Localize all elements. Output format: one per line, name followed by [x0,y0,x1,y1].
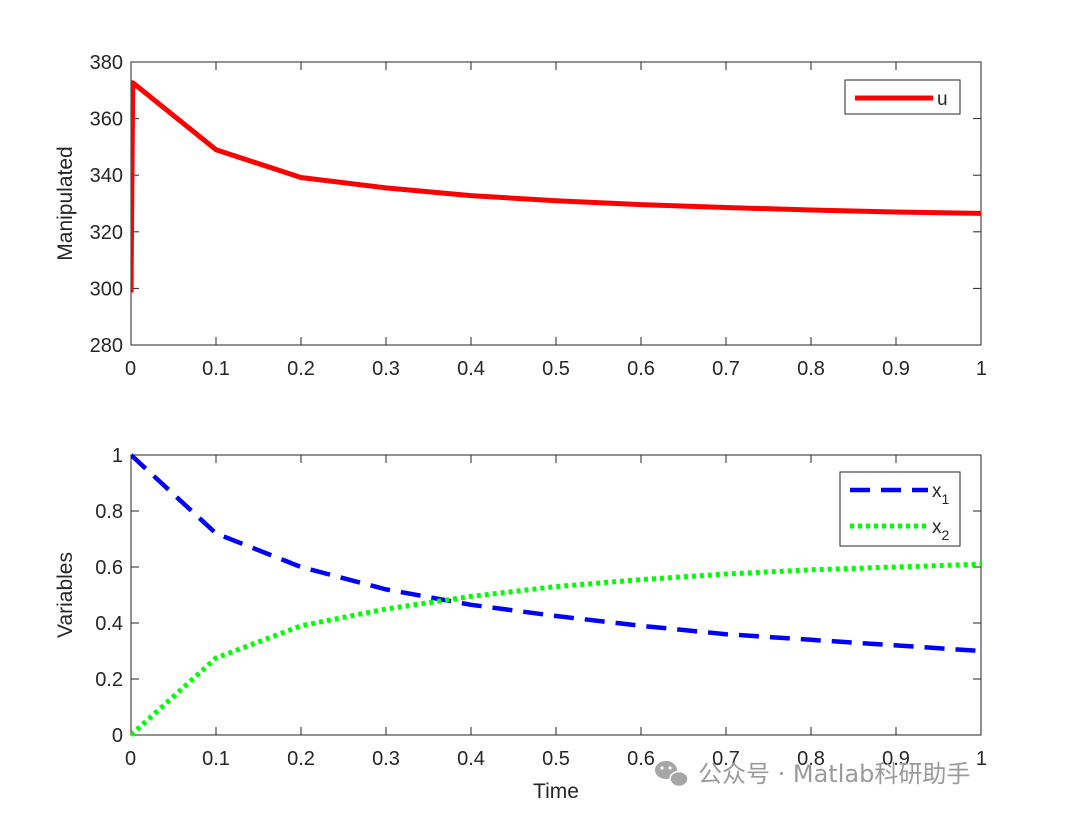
x-tick-label: 1 [976,358,987,380]
legend-label-2: x2 [932,517,950,543]
wechat-icon [655,761,689,788]
x-axis-label: Time [533,780,579,803]
chart-1: 0 0.1 0.2 0.3 0.4 0.5 0.6 0.7 0.8 0.9 1 280 300 320 34… [54,52,987,380]
y-axis-label: Manipulated [54,146,77,260]
x-tick-label: 0.9 [882,358,910,380]
legend-label-name: x [932,481,942,502]
x-tick-label: 0 [125,748,136,770]
legend-label-name: u [937,89,948,110]
legend-label-subscript: 1 [942,491,950,507]
x-tick-label: 0.8 [797,748,825,770]
x-tick-label: 0.5 [542,358,570,380]
y-tick-label: 0.8 [95,501,123,523]
x-tick-label: 0.5 [542,748,570,770]
x-tick-label: 0.4 [457,748,485,770]
series-line-2 [131,561,981,737]
y-tick-label: 0.6 [95,557,123,579]
series-line-1 [131,80,981,293]
y-tick-label: 0.4 [95,613,123,635]
y-tick-label: 1 [112,445,123,467]
x-tick-label: 0 [125,358,136,380]
legend-box [839,471,961,547]
chart-2: 0 0.1 0.2 0.3 0.4 0.5 0.6 0.7 0.8 0.9 1 0 0.2 0.4 0.6 0… [54,445,987,803]
x-tick-label: 0.7 [712,358,740,380]
x-tick-label: 0.2 [287,748,315,770]
legend: u [844,79,961,115]
x-tick-label: 0.4 [457,358,485,380]
plot-area [130,454,982,736]
x-tick-label: 0.6 [627,748,655,770]
x-tick-label: 0.6 [627,358,655,380]
legend-label-1: u [937,89,948,110]
x-tick-label: 0.2 [287,358,315,380]
x-tick-label: 0.3 [372,748,400,770]
y-tick-label: 300 [90,278,123,300]
y-tick-label: 0 [112,725,123,747]
watermark-text: 公众号 · Matlab科研助手 [698,760,970,788]
x-tick-label: 0.9 [882,748,910,770]
watermark: 公众号 · Matlab科研助手 [655,760,970,788]
x-tick-label: 0.1 [202,358,230,380]
x-tick-label: 0.3 [372,358,400,380]
x-tick-label: 1 [976,748,987,770]
series-line-1 [131,453,981,654]
x-tick-label: 0.7 [712,748,740,770]
x-tick-label: 0.1 [202,748,230,770]
y-tick-label: 320 [90,222,123,244]
legend-label-name: x [932,517,942,538]
y-tick-label: 0.2 [95,669,123,691]
y-tick-label: 280 [90,335,123,357]
y-tick-label: 380 [90,52,123,74]
y-tick-label: 340 [90,165,123,187]
y-tick-label: 360 [90,109,123,131]
legend-label-1: x1 [932,481,950,507]
x-tick-label: 0.8 [797,358,825,380]
plot-area [130,61,982,346]
y-axis-label: Variables [54,552,77,638]
legend-label-subscript: 2 [942,527,950,543]
